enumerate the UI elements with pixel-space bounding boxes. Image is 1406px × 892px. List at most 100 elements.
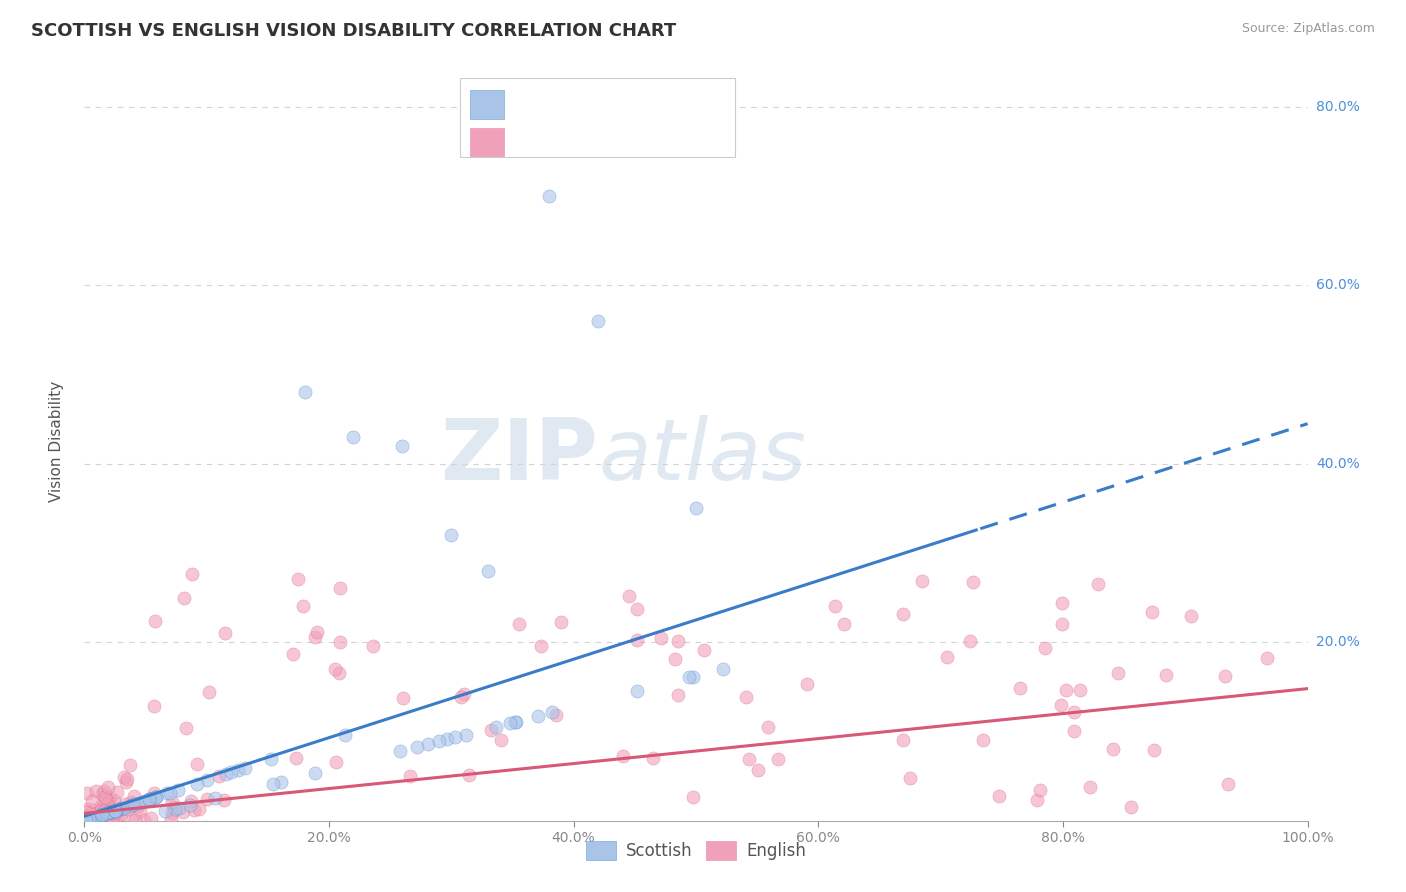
Point: [824, 599, 846, 613]
Point: [162, 799, 184, 814]
Point: [90, 799, 112, 814]
Point: [550, 615, 572, 629]
Point: [454, 727, 477, 741]
Point: [323, 662, 346, 676]
Point: [93, 789, 115, 804]
Point: [82, 803, 104, 817]
Point: [76, 786, 98, 800]
Point: [538, 189, 561, 203]
Point: [498, 716, 520, 731]
Point: [101, 799, 124, 814]
Point: [291, 599, 314, 613]
Point: [138, 792, 160, 806]
Point: [111, 801, 134, 815]
Point: [1033, 640, 1056, 655]
Point: [163, 802, 186, 816]
Point: [120, 796, 142, 810]
Point: [1008, 681, 1031, 696]
Point: [503, 714, 526, 729]
Point: [100, 805, 122, 819]
Point: [90, 808, 112, 822]
Point: [105, 785, 128, 799]
Point: [110, 802, 132, 816]
Point: [167, 783, 190, 797]
Point: [100, 812, 122, 826]
Point: [304, 766, 326, 780]
Point: [450, 690, 472, 705]
Point: [75, 809, 97, 823]
Point: [98, 789, 121, 804]
Point: [1025, 793, 1047, 807]
Point: [342, 430, 364, 444]
Point: [1063, 705, 1085, 719]
Point: [82, 811, 104, 825]
Point: [1054, 682, 1077, 697]
Point: [1050, 698, 1073, 712]
Point: [1142, 743, 1164, 757]
Point: [186, 756, 208, 771]
Point: [477, 564, 499, 578]
Point: [1119, 800, 1142, 814]
Point: [167, 800, 190, 814]
Point: [104, 804, 127, 818]
Point: [87, 813, 110, 827]
Point: [118, 798, 141, 813]
Point: [444, 730, 467, 744]
Point: [94, 811, 117, 825]
Point: [115, 772, 138, 787]
Point: [893, 733, 915, 747]
Point: [440, 528, 463, 542]
Point: [735, 690, 758, 704]
Text: 40.0%: 40.0%: [1316, 457, 1360, 471]
Point: [75, 813, 97, 827]
Point: [307, 625, 329, 640]
Point: [325, 755, 347, 769]
Text: 88: 88: [690, 95, 713, 113]
Point: [678, 671, 700, 685]
Point: [505, 714, 527, 729]
Point: [682, 669, 704, 683]
Point: [97, 780, 120, 795]
Point: [294, 385, 316, 400]
Point: [626, 632, 648, 647]
Point: [664, 652, 686, 666]
Point: [329, 634, 352, 648]
Point: [361, 639, 384, 653]
Point: [93, 807, 115, 822]
Point: [891, 607, 914, 622]
Point: [484, 720, 506, 734]
Point: [1256, 651, 1278, 665]
Point: [391, 439, 413, 453]
Point: [153, 805, 176, 819]
Point: [86, 813, 108, 827]
Text: 154: 154: [690, 133, 724, 151]
Point: [214, 767, 236, 781]
Point: [142, 786, 165, 800]
Point: [83, 806, 105, 821]
Point: [84, 784, 107, 798]
Point: [270, 774, 292, 789]
Point: [666, 633, 689, 648]
Point: [1050, 595, 1073, 609]
Point: [110, 807, 132, 822]
Point: [91, 807, 114, 822]
FancyBboxPatch shape: [470, 90, 503, 119]
Text: 80.0%: 80.0%: [1316, 100, 1360, 114]
Point: [219, 765, 242, 780]
Point: [285, 751, 308, 765]
Point: [75, 805, 97, 819]
Point: [416, 737, 439, 751]
Point: [128, 796, 150, 810]
Text: atlas: atlas: [598, 415, 806, 499]
Point: [173, 591, 195, 606]
Point: [1107, 665, 1129, 680]
Point: [214, 793, 236, 807]
Point: [96, 801, 118, 815]
Point: [98, 805, 121, 820]
Point: [1154, 668, 1177, 682]
Point: [392, 690, 415, 705]
Text: 60.0%: 60.0%: [1316, 278, 1360, 293]
Point: [711, 662, 734, 676]
Point: [162, 806, 184, 821]
Point: [304, 630, 326, 644]
